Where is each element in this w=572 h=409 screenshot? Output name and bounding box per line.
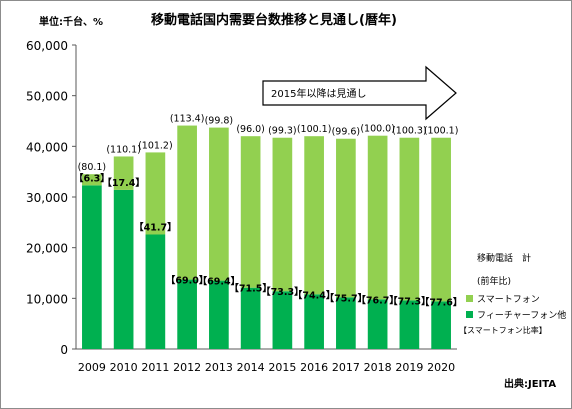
bar-smartphone <box>240 136 261 288</box>
legend: 移動電話 計 (前年比) スマートフォン フィーチャーフォン他 【スマートフォン… <box>459 252 566 335</box>
smartphone-ratio-label: 【6.3】 <box>74 172 110 184</box>
x-tick-labels: 2009 2010 2011 2012 2013 2014 2015 2016 2017 2018… <box>78 361 455 374</box>
smartphone-ratio-label: 【77.3】 <box>388 295 430 307</box>
forecast-arrow: 2015年以降は見通し <box>262 65 457 121</box>
x-tick-label: 2013 <box>205 361 233 374</box>
y-tick-label: 20,000 <box>26 242 68 256</box>
legend-label-featurephone: フィーチャーフォン他 <box>477 309 566 321</box>
bar-smartphone <box>304 136 324 295</box>
yoy-label: (100.1) <box>297 124 332 135</box>
unit-label: 単位:千台、% <box>39 15 103 28</box>
bar-smartphone <box>209 127 229 281</box>
y-tick-label: 10,000 <box>26 292 68 306</box>
bar-smartphone <box>82 174 102 186</box>
x-tick-label: 2020 <box>427 361 455 374</box>
x-tick-label: 2015 <box>268 361 296 374</box>
x-tick-label: 2010 <box>110 361 138 374</box>
y-tick-label: 40,000 <box>26 140 68 154</box>
chart-title: 移動電話国内需要台数推移と見通し(暦年) <box>151 12 397 28</box>
smartphone-ratio-label: 【69.0】 <box>166 275 208 287</box>
legend-note: 【スマートフォン比率】 <box>459 325 547 335</box>
bar-smartphone <box>336 138 356 298</box>
smartphone-ratio-label: 【69.4】 <box>198 276 240 288</box>
yoy-labels: (80.1)(110.1)(101.2)(113.4) (99.8)(96.0)(… <box>78 114 459 174</box>
bar-featurephone <box>240 287 261 349</box>
smartphone-ratio-label: 【41.7】 <box>134 221 176 233</box>
smartphone-ratio-label: 【74.4】 <box>293 289 335 301</box>
yoy-label: (100.0) <box>360 124 395 135</box>
bar-featurephone <box>145 234 166 349</box>
forecast-arrow-label: 2015年以降は見通し <box>271 87 366 100</box>
yoy-label: (113.4) <box>170 114 205 125</box>
legend-label-smartphone: スマートフォン <box>477 295 540 305</box>
bar-featurephone <box>113 189 134 349</box>
x-tick-label: 2017 <box>332 361 360 374</box>
bar-featurephone <box>399 300 420 349</box>
x-tick-label: 2018 <box>364 361 392 374</box>
legend-title-1: 移動電話 計 <box>477 252 531 264</box>
bar-featurephone <box>209 280 229 349</box>
smartphone-ratio-label: 【76.7】 <box>356 294 398 306</box>
smartphone-ratio-label: 【75.7】 <box>325 292 367 304</box>
yoy-label: (110.1) <box>106 144 141 155</box>
yoy-label: (96.0) <box>236 124 265 135</box>
bar-featurephone <box>336 297 356 349</box>
legend-swatch-featurephone <box>466 311 473 318</box>
legend-title-2: (前年比) <box>477 275 511 287</box>
bar-smartphone <box>145 152 166 235</box>
x-tick-label: 2011 <box>141 361 169 374</box>
y-axis: 0 10,000 20,000 30,000 40,000 50,000 60,000 <box>26 39 76 357</box>
bars-group <box>82 125 451 349</box>
x-tick-label: 2019 <box>395 361 423 374</box>
bar-smartphone <box>177 125 197 280</box>
smartphone-ratio-label: 【77.6】 <box>420 296 462 308</box>
x-tick-label: 2014 <box>237 361 265 374</box>
x-tick-label: 2016 <box>300 361 328 374</box>
yoy-label: (99.8) <box>205 116 234 127</box>
source-label: 出典:JEITA <box>504 377 556 390</box>
bar-smartphone <box>113 156 134 190</box>
x-tick-label: 2009 <box>78 361 106 374</box>
bar-featurephone <box>272 291 293 349</box>
smartphone-ratio-label: 【17.4】 <box>102 177 144 189</box>
yoy-label: (80.1) <box>78 162 107 173</box>
yoy-label: (99.6) <box>332 127 361 138</box>
bar-featurephone <box>82 185 102 349</box>
y-tick-label: 0 <box>60 343 68 357</box>
bar-smartphone <box>367 135 388 300</box>
y-tick-label: 50,000 <box>26 90 68 104</box>
yoy-label: (99.3) <box>268 126 297 137</box>
legend-swatch-smartphone <box>466 295 473 302</box>
yoy-label: (100.1) <box>424 126 459 137</box>
smartphone-ratio-label: 【71.5】 <box>229 283 271 295</box>
bar-featurephone <box>367 299 388 349</box>
bar-featurephone <box>177 279 197 349</box>
ratio-labels: 【6.3】【17.4】【41.7】【69.0】【69.4】【71.5】【73.3… <box>74 172 462 308</box>
bar-featurephone <box>431 301 451 349</box>
x-tick-label: 2012 <box>173 361 201 374</box>
bar-smartphone <box>399 137 420 301</box>
bar-smartphone <box>272 137 293 292</box>
yoy-label: (100.3) <box>392 126 427 137</box>
yoy-label: (101.2) <box>138 140 173 151</box>
y-tick-label: 30,000 <box>26 191 68 205</box>
smartphone-ratio-label: 【73.3】 <box>261 286 303 298</box>
bar-featurephone <box>304 294 324 349</box>
y-tick-label: 60,000 <box>26 39 68 53</box>
forecast-arrow-shape <box>262 65 457 121</box>
bar-smartphone <box>431 137 451 302</box>
